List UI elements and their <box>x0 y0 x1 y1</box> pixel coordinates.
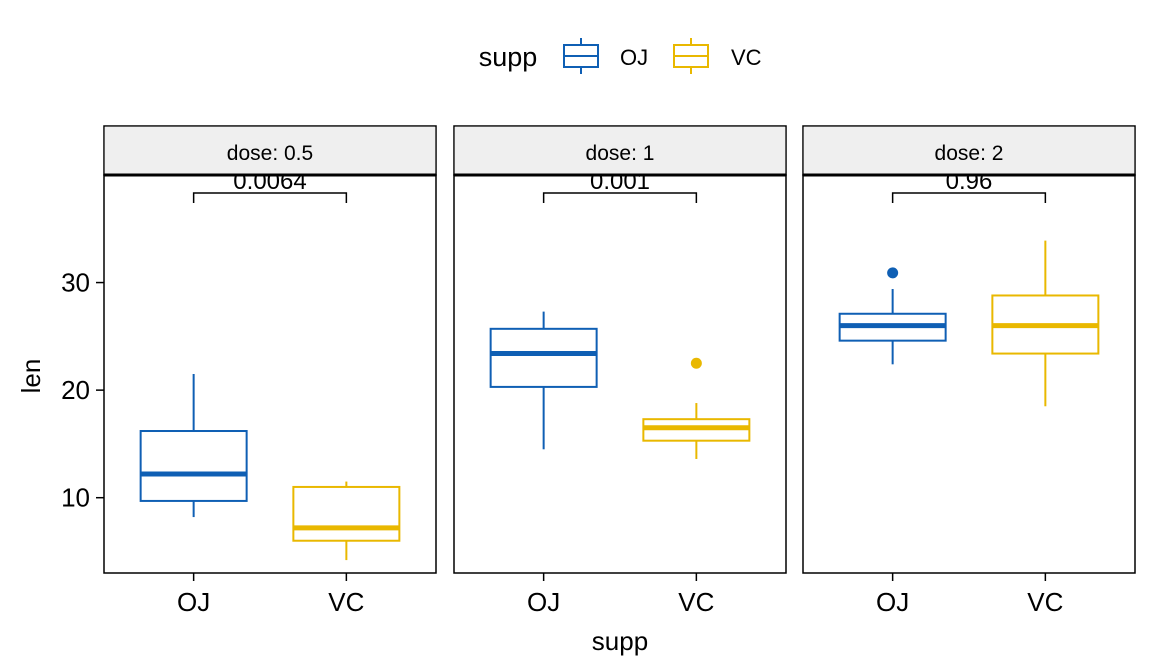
box-vc <box>991 240 1100 407</box>
iqr-box <box>292 485 401 542</box>
y-axis: 10 20 30 <box>61 268 104 513</box>
x-tick-label: OJ <box>177 587 210 617</box>
box-oj <box>139 374 248 518</box>
box-vc <box>642 357 751 459</box>
x-tick-label: OJ <box>527 587 560 617</box>
y-tick-label: 20 <box>61 375 90 405</box>
legend: supp OJ VC <box>479 38 762 74</box>
iqr-box <box>489 327 598 388</box>
x-tick-label: VC <box>1027 587 1063 617</box>
x-tick-label: VC <box>328 587 364 617</box>
box-vc <box>292 481 401 561</box>
y-tick-label: 10 <box>61 483 90 513</box>
y-tick-label: 30 <box>61 268 90 298</box>
legend-label-oj: OJ <box>620 45 648 70</box>
outlier-point <box>887 267 899 279</box>
box-oj <box>838 267 947 365</box>
bracket-line <box>192 192 348 203</box>
iqr-box <box>139 430 248 502</box>
panel-border <box>802 174 1136 574</box>
box-oj <box>489 311 598 450</box>
legend-key-oj <box>563 38 599 74</box>
facet-strip-label-front: dose: 2 <box>935 142 1004 165</box>
facet-strip-label-front: dose: 1 <box>586 142 655 165</box>
legend-label-vc: VC <box>731 45 762 70</box>
outlier-point <box>690 357 702 369</box>
facet-strip-label-front: dose: 0.5 <box>227 142 313 165</box>
bracket-line <box>542 192 698 203</box>
bracket-line <box>891 192 1047 203</box>
legend-title: supp <box>479 42 538 72</box>
legend-key-vc <box>673 38 709 74</box>
x-axis-title: supp <box>592 626 648 656</box>
strip-overlay <box>454 126 786 174</box>
x-tick-label: VC <box>678 587 714 617</box>
strip-overlay <box>104 126 436 174</box>
strip-overlay <box>803 126 1135 174</box>
y-axis-title: len <box>16 359 46 394</box>
x-tick-label: OJ <box>876 587 909 617</box>
